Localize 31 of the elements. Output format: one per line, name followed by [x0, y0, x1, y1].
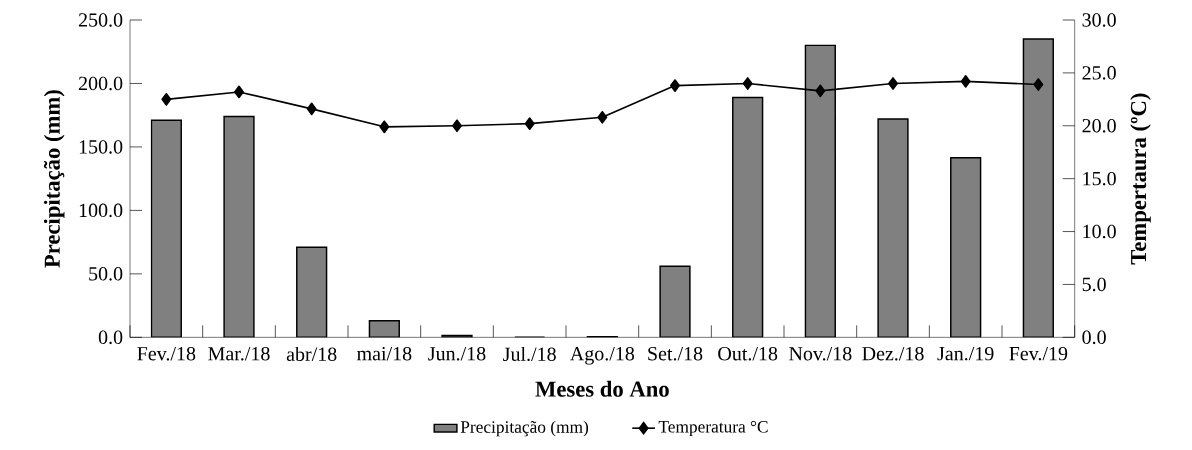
y2-tick-label: 10.0 — [1083, 224, 1116, 239]
y2-tick-label: 25.0 — [1082, 66, 1116, 80]
x-tick-label: mai/18 — [356, 346, 412, 361]
y-tick-label: 250.0 — [78, 13, 123, 27]
x-tick-label: Fev./19 — [1009, 346, 1068, 361]
x-tick-label: Ago./18 — [570, 346, 635, 365]
y2-tick-label: 30.0 — [1082, 13, 1116, 27]
legend-label: Precipitação (mm) — [460, 420, 589, 437]
x-tick-label: Jul./18 — [503, 346, 556, 362]
x-tick-label: Jun./18 — [428, 346, 486, 361]
legend-label: Temperatura °C — [658, 420, 768, 437]
x-tick-label: Mar./18 — [208, 346, 270, 361]
y2-tick-label: 0.0 — [1082, 330, 1106, 345]
y-tick-label: 100.0 — [79, 203, 123, 218]
x-tick-label: Out./18 — [718, 346, 778, 361]
y2-tick-label: 5.0 — [1082, 277, 1106, 292]
x-tick-label: Dez./18 — [862, 346, 924, 361]
x-tick-label: Jan./19 — [937, 346, 994, 361]
y-tick-label: 50.0 — [89, 267, 123, 281]
y-tick-label: 0.0 — [98, 330, 123, 345]
y2-axis-title: Tempertaura (ºC) — [1130, 93, 1151, 265]
x-tick-label: abr/18 — [286, 346, 337, 361]
y-tick-label: 200.0 — [78, 76, 123, 91]
y-axis-title: Precipitação (mm) — [43, 90, 65, 268]
x-tick-label: Set./18 — [648, 346, 703, 361]
y-tick-label: 150.0 — [79, 140, 123, 154]
y2-tick-label: 20.0 — [1082, 119, 1116, 133]
x-tick-label: Nov./18 — [789, 346, 852, 361]
x-axis-title: Meses do Ano — [535, 380, 669, 397]
x-tick-label: Fev./18 — [137, 346, 196, 361]
y2-tick-label: 15.0 — [1083, 171, 1116, 186]
